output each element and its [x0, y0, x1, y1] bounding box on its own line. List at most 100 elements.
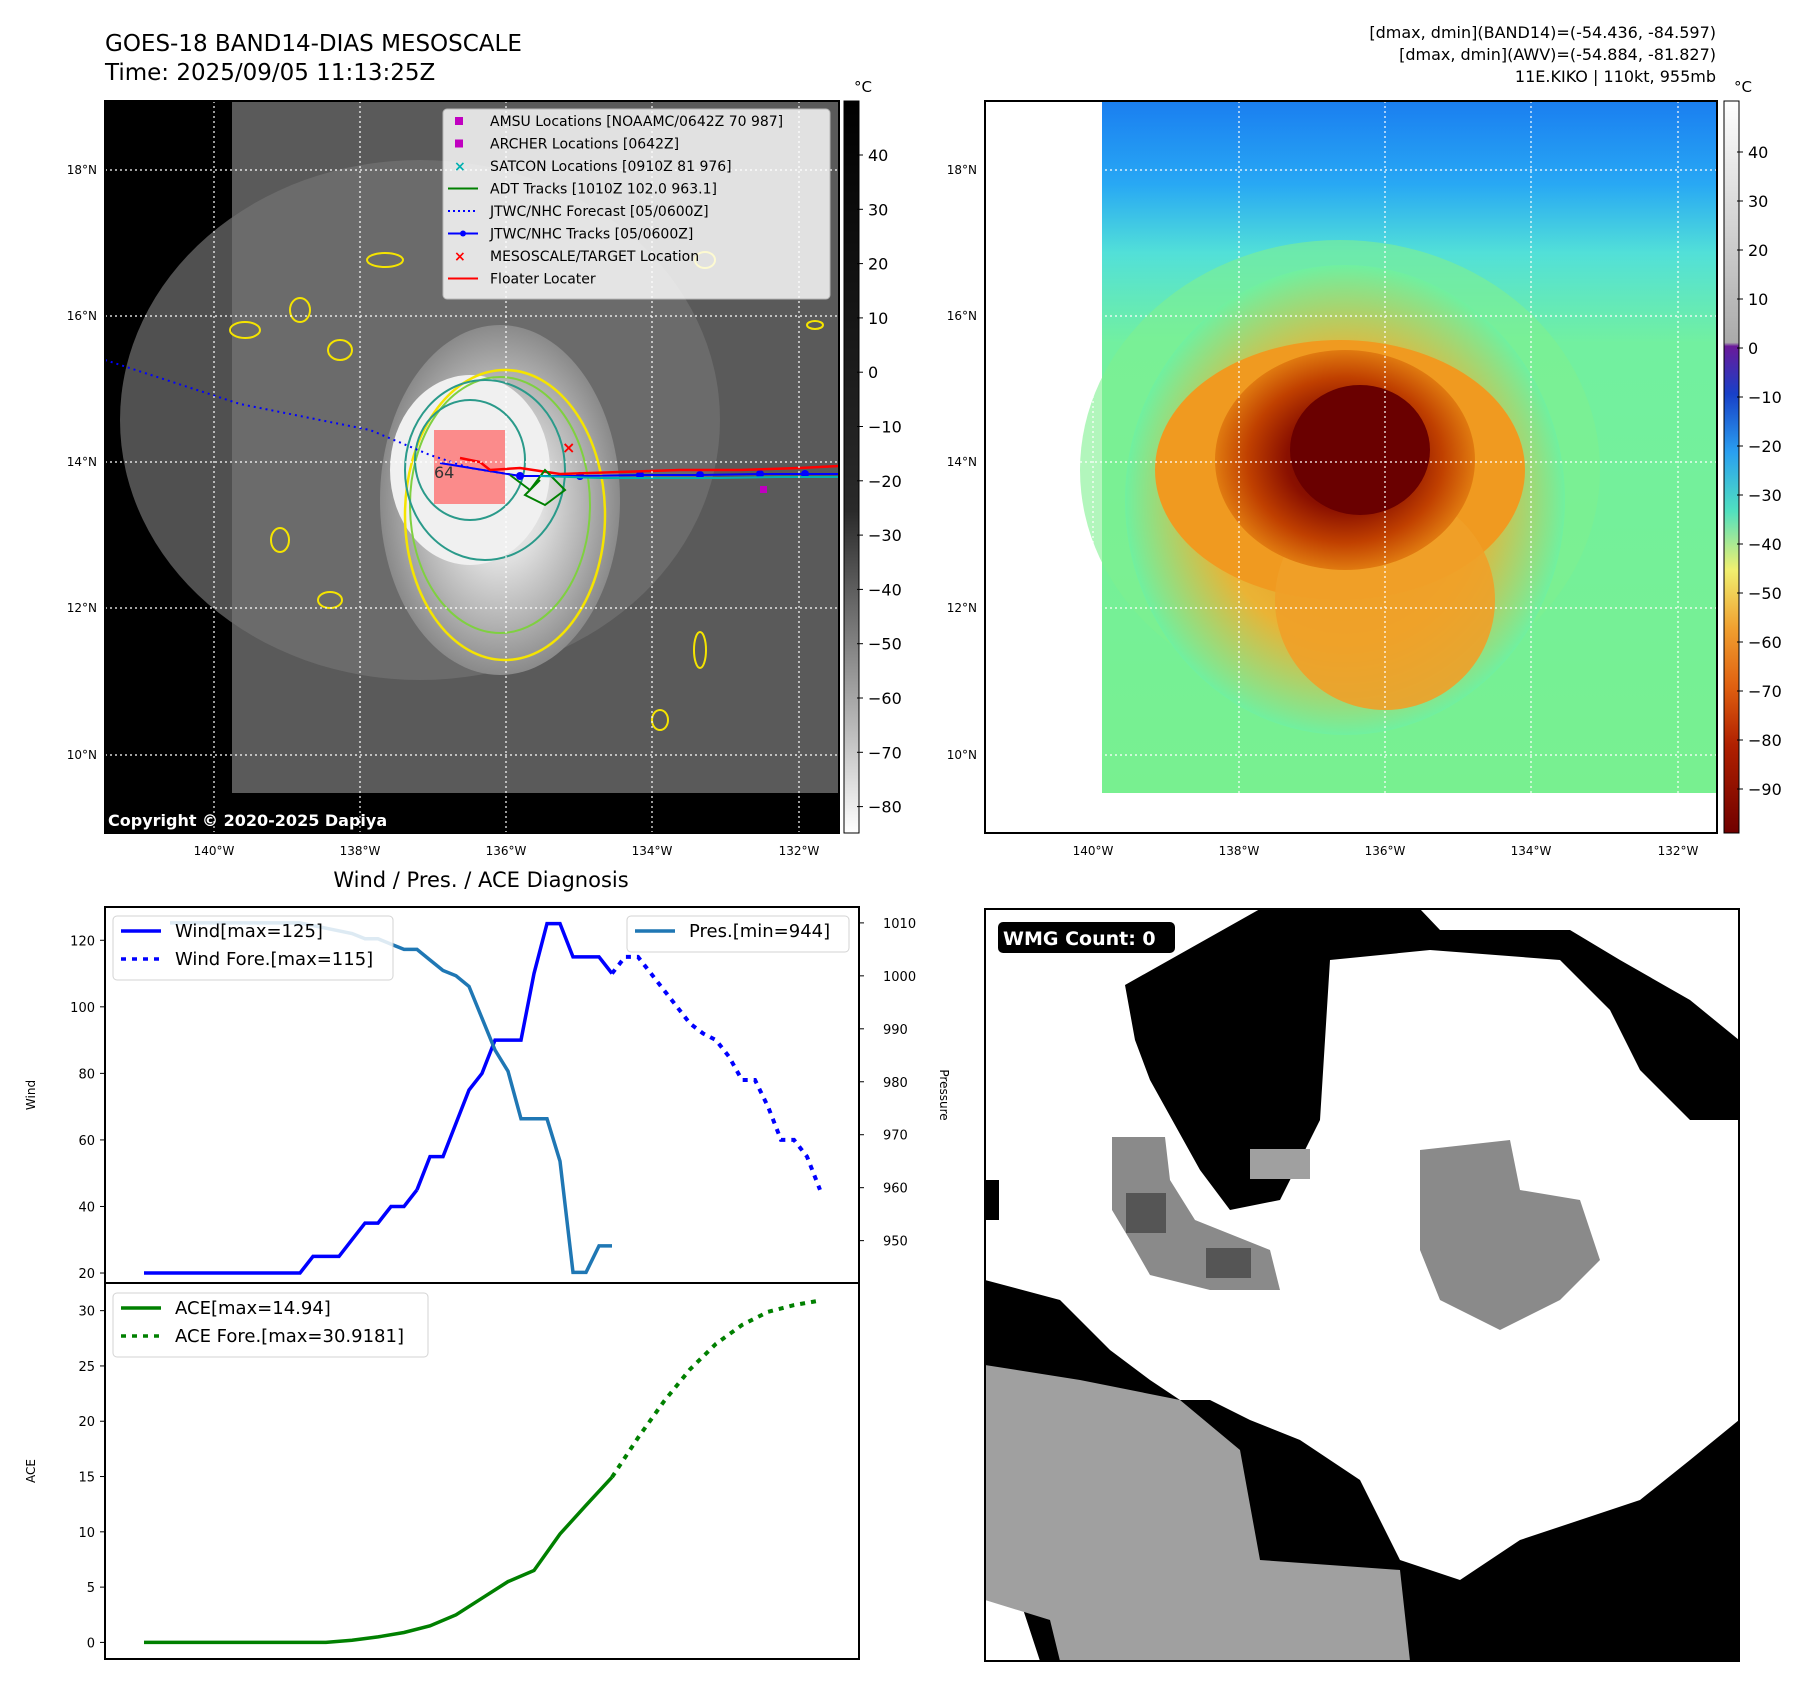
y2-tick-label: 1010 [883, 917, 916, 932]
lat-label: 12°N [947, 601, 977, 615]
y-axis-label: ACE [24, 1459, 38, 1483]
series-line-wind [144, 1188, 419, 1275]
chart-legend-label: Pres.[min=944] [689, 921, 830, 942]
colorbar-tick-label: −10 [1748, 388, 1782, 407]
legend-label: SATCON Locations [0910Z 81 976] [490, 159, 732, 175]
y-tick-label: 20 [78, 1415, 95, 1430]
colorbar-tick-label: −30 [868, 526, 902, 545]
legend-entry: ADT Tracks [1010Z 102.0 963.1] [448, 182, 717, 198]
lat-label: 14°N [67, 455, 97, 469]
chart-legend-box [626, 915, 850, 953]
legend-marker-square [455, 117, 463, 125]
colorbar-tick-label: −90 [1748, 780, 1782, 799]
y-tick-label: 15 [78, 1471, 95, 1486]
legend-label: ADT Tracks [1010Z 102.0 963.1] [490, 182, 717, 198]
colorbar-tick-label: −80 [868, 798, 902, 817]
series-line-wind-cont- [415, 921, 586, 1191]
stats-line-1: [dmax, dmin](BAND14)=(-54.436, -84.597) [1369, 23, 1716, 42]
lon-label: 136°W [486, 844, 527, 858]
lon-label: 140°W [1073, 844, 1114, 858]
colorbar-tick-label: 0 [868, 363, 878, 382]
lat-label: 16°N [947, 309, 977, 323]
ace-chart: 30 25 20 15 10 5 0 ACE ACE[max=14.94] ACE Fore.[m… [24, 1282, 860, 1660]
y-tick-label: 60 [78, 1134, 95, 1149]
colorbar-tick-label: 0 [1748, 339, 1758, 358]
lon-label: 136°W [1365, 844, 1406, 858]
lat-label: 12°N [67, 601, 97, 615]
y2-tick-label: 950 [883, 1235, 908, 1250]
chart-legend-label: Wind Fore.[max=115] [175, 949, 373, 970]
y-tick-label: 120 [70, 934, 95, 949]
colorbar-tick-label: −80 [1748, 731, 1782, 750]
stats-line-2: [dmax, dmin](AWV)=(-54.884, -81.827) [1399, 45, 1716, 64]
y2-tick-label: 960 [883, 1182, 908, 1197]
colorbar-tick-label: −50 [1748, 584, 1782, 603]
lon-label: 134°W [632, 844, 673, 858]
legend-marker-x: × [454, 159, 466, 175]
intensity-label: 64 [434, 463, 454, 482]
series-line-wind-fore- [610, 954, 822, 1191]
lon-label: 132°W [1658, 844, 1699, 858]
colorbar-tick-label: −50 [868, 635, 902, 654]
legend-entry: × SATCON Locations [0910Z 81 976] [454, 159, 732, 175]
y-tick-label: 40 [78, 1200, 95, 1215]
contour-yellow [403, 368, 607, 662]
title-line-2: Time: 2025/09/05 11:13:25Z [104, 60, 435, 86]
colorbar-tick-label: −70 [868, 743, 902, 762]
wmg-count-box [998, 922, 1175, 953]
legend-label: AMSU Locations [NOAAMC/0642Z 70 987] [490, 114, 783, 130]
y-tick-label: 20 [78, 1267, 95, 1282]
y-axis-label: Wind [24, 1080, 38, 1110]
y2-tick-label: 1000 [883, 970, 916, 985]
colorbar-tick-label: 20 [868, 255, 888, 274]
y2-tick-label: 970 [883, 1129, 908, 1144]
legend-marker-x: × [454, 249, 466, 265]
y-tick-label: 5 [87, 1581, 95, 1596]
lat-label: 10°N [67, 748, 97, 762]
colorbar-tick-label: −30 [1748, 486, 1782, 505]
legend-entry: Floater Locater [448, 272, 596, 288]
colorbar-tick-label: −10 [868, 418, 902, 437]
lat-label: 10°N [947, 748, 977, 762]
y-tick-label: 0 [87, 1636, 95, 1651]
legend-label: JTWC/NHC Tracks [05/0600Z] [489, 227, 693, 243]
ir-colorbar: °C 40 30 20 10 0 −10 −20 −30 −40 −50 −60 −70 −80 [843, 78, 902, 834]
colorbar-tick-label: −40 [1748, 535, 1782, 554]
colorbar-tick-label: −70 [1748, 682, 1782, 701]
mesoscale-target-marker: × [562, 438, 575, 457]
chart-legend-label: ACE Fore.[max=30.9181] [175, 1326, 404, 1347]
series-line-ace [144, 1476, 614, 1645]
legend-marker-square [455, 139, 463, 148]
title-line-1: GOES-18 BAND14-DIAS MESOSCALE [105, 31, 522, 57]
map-axis-labels: 18°N 18°N 16°N 16°N 14°N 14°N 12°N 12°N 10°N 10°N… [67, 163, 1699, 858]
lat-label: 18°N [947, 163, 977, 177]
awv-map-panel [984, 100, 1718, 834]
awv-colorbar-unit: °C [1734, 78, 1752, 96]
legend-label: JTWC/NHC Forecast [05/0600Z] [489, 204, 709, 220]
colorbar-tick-label: 20 [1748, 241, 1768, 260]
chart-legend-label: ACE[max=14.94] [175, 1298, 331, 1319]
lat-label: 14°N [947, 455, 977, 469]
awv-colorbar: °C 40 30 20 10 0 −10 −20 −30 −40 −50 −60 −70 −80 −90 [1723, 78, 1782, 834]
colorbar-tick-label: 30 [868, 200, 888, 219]
lon-label: 134°W [1511, 844, 1552, 858]
awv-gridlines [985, 101, 1717, 833]
series-line-ace-fore- [610, 1298, 821, 1479]
y2-tick-label: 990 [883, 1023, 908, 1038]
lon-label: 140°W [194, 844, 235, 858]
colorbar-tick-label: 10 [1748, 290, 1768, 309]
ir-colorbar-unit: °C [854, 78, 872, 96]
colorbar-tick-label: −60 [1748, 633, 1782, 652]
wmg-gray-regions [985, 1137, 1600, 1661]
y-tick-label: 25 [78, 1360, 95, 1375]
y2-axis-label: Pressure [937, 1069, 951, 1120]
lon-label: 138°W [340, 844, 381, 858]
legend-entry: AMSU Locations [NOAAMC/0642Z 70 987] [455, 114, 783, 130]
legend-entry: JTWC/NHC Forecast [05/0600Z] [448, 204, 709, 220]
legend-entry: JTWC/NHC Tracks [05/0600Z] [448, 227, 693, 243]
ir-map-panel: 64 × [104, 100, 840, 834]
legend-label: MESOSCALE/TARGET Location [490, 249, 699, 265]
colorbar-tick-label: −20 [868, 472, 902, 491]
adt-track [509, 468, 567, 507]
